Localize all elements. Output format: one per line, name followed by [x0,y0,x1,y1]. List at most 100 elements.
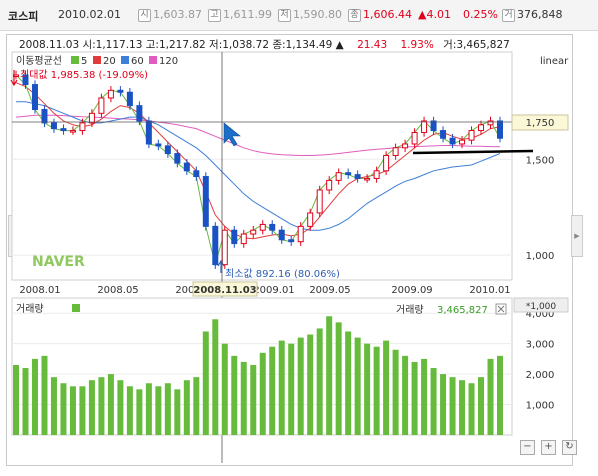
candle [487,116,494,130]
volume-bar [326,316,333,435]
volume-bar [373,346,380,435]
max-label: 최대값 1,985.38 (-19.09%) [20,69,148,81]
volume-bar [145,383,152,435]
volume-value: 376,848 [517,8,563,21]
volume-bar [117,380,124,435]
drawn-trendline[interactable] [412,149,534,155]
zoom-in-button[interactable]: + [541,440,556,455]
candle [136,101,143,126]
min-label: 최소값 892.16 (80.06%) [225,268,340,280]
candle [126,88,133,110]
price-change-pct: 0.25% [463,8,498,21]
candle [297,222,304,246]
candle [145,116,152,149]
index-name: 코스피 [8,10,39,23]
volume-bar [202,331,209,435]
candle [383,151,390,176]
min-arrow-icon [217,259,225,273]
open-price: 1,603.87 [153,8,202,21]
volume-bar [468,383,475,435]
candle [364,174,371,183]
ma120-line [15,114,501,156]
crosshair-info: 2008.11.03 시:1,117.13 고:1,217.82 저:1,038… [19,37,510,52]
volume-bar [316,328,323,435]
candle [421,116,428,137]
crosshair-change-pct: 1.93% [400,39,434,51]
price-tick-label: 1,500 [526,155,555,166]
volume-bar [136,389,143,435]
candle [373,166,380,183]
volume-icon: 거 [502,8,515,22]
volume-bar [41,355,48,435]
candle [250,225,257,239]
candle [107,86,114,103]
volume-bar [155,386,162,435]
refresh-button[interactable]: ↻ [562,440,577,455]
low-price: 1,590.80 [293,8,342,21]
candle [155,139,162,151]
crosshair-volume: 거:3,465,827 [443,39,510,51]
volume-bar [60,383,67,435]
volume-bar [13,364,19,435]
close-icon: 종 [348,8,361,22]
volume-bar [497,355,503,435]
volume-tick-label: 1,000 [526,401,555,412]
x-tick-label: 2010.01 [469,285,510,296]
candle [202,172,209,231]
volume-legend-label: 거래량 [396,304,424,316]
candle [231,225,238,248]
price-tick-label: 1,000 [526,251,555,262]
candle [269,220,276,235]
zoom-out-button[interactable]: − [520,440,535,455]
volume-bar [240,361,247,435]
volume-bar [183,380,190,435]
ma120-label: 120 [159,56,178,67]
candle [354,170,361,183]
scroll-right-button[interactable]: ▶ [571,215,583,257]
volume-bar [392,349,399,435]
unit-box [513,297,569,313]
candle [307,208,314,231]
ma60-label: 60 [131,56,144,67]
candle [117,86,124,97]
candle [240,229,247,248]
candle [278,225,285,244]
x-tick-label: 2009.09 [391,285,432,296]
volume-bar [88,380,95,435]
price-plot-area [11,51,513,281]
volume-legend-value: 3,465,827 [437,305,488,316]
candle [497,116,503,143]
candle [402,139,409,153]
volume-bar [212,319,219,435]
x-tick-label: 2008.05 [97,285,138,296]
volume-tick-label: 2,000 [526,370,555,381]
candle [335,168,342,185]
ma5-swatch [71,56,79,64]
volume-bar [126,386,133,435]
volume-bar [221,343,228,435]
volume-bar [487,358,494,435]
volume-bar [459,380,466,435]
candle [212,222,219,269]
volume-bar [98,377,105,435]
candle [411,128,418,149]
candle [459,135,466,149]
volume-bar [259,352,266,435]
candle [31,80,38,114]
candle [440,126,447,143]
volume-title: 거래량 [16,303,44,315]
open-icon: 시 [138,8,151,22]
candle [41,105,48,128]
ma120-swatch [149,56,157,64]
candle [50,118,57,133]
ma60-swatch [121,56,129,64]
volume-bar [231,355,238,435]
volume-bar [50,377,57,435]
ma60-line [16,101,501,231]
volume-bar [411,361,418,435]
price-change: ▲4.01 [418,8,451,21]
volume-bar [31,358,38,435]
mouse-cursor-icon [223,122,241,147]
scale-label: linear [540,56,569,67]
volume-bar [335,322,342,435]
